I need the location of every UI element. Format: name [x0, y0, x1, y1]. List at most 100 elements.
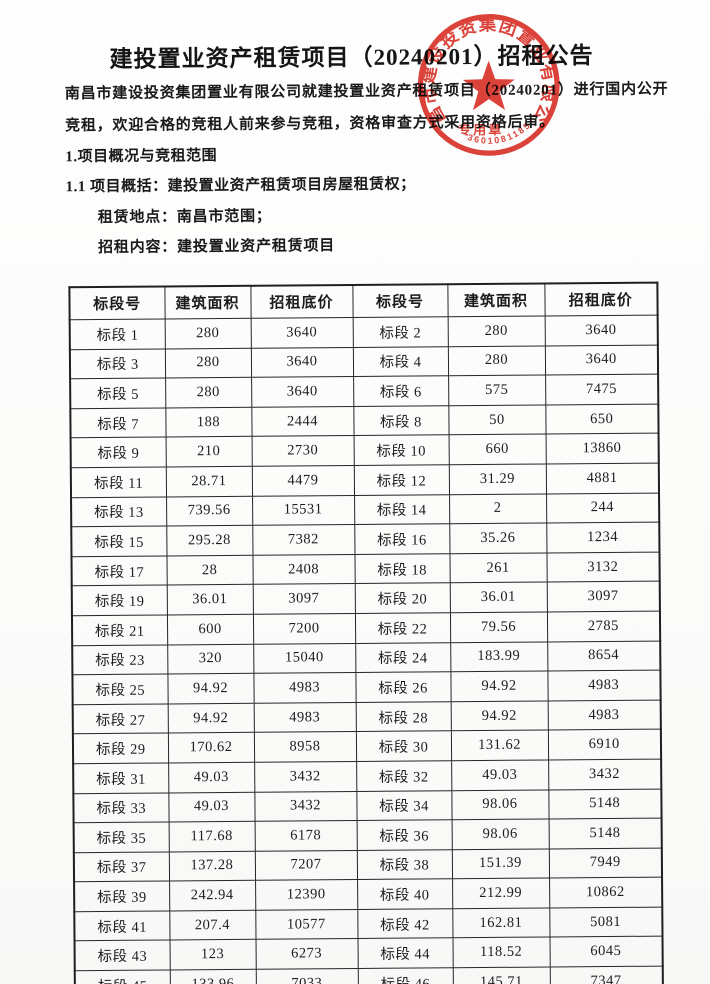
table-cell: 10577 — [255, 909, 358, 940]
table-cell: 3640 — [544, 344, 659, 376]
table-cell: 244 — [546, 492, 660, 524]
table-cell: 标段 10 — [353, 435, 449, 466]
table-cell: 137.28 — [168, 850, 256, 882]
table-cell: 49.03 — [451, 759, 549, 791]
table-cell: 3097 — [546, 581, 660, 612]
table-cell: 12390 — [255, 879, 358, 911]
table-cell: 94.92 — [450, 671, 548, 702]
table-cell: 170.62 — [167, 732, 255, 763]
table-cell: 标段 42 — [357, 908, 453, 939]
item-lease-content: 招租内容：建投置业资产租赁项目 — [98, 238, 336, 257]
table-row: 标段 43 123 6273 标段 44 118.52 6045 — [74, 936, 663, 971]
table-cell: 4983 — [253, 672, 356, 704]
table-cell: 118.52 — [452, 937, 550, 968]
intro-line-2: 竞租，欢迎合格的竞租人前来参与竞租，资格审查方式采用资格后审。 — [65, 114, 555, 135]
table-cell: 7033 — [255, 968, 358, 984]
table-cell: 28.71 — [165, 466, 253, 497]
table-cell: 8654 — [547, 640, 661, 672]
table-cell: 49.03 — [168, 762, 255, 793]
table-cell: 151.39 — [451, 848, 550, 880]
table-cell: 标段 6 — [353, 375, 449, 407]
rent-sections-table: 标段号 建筑面积 招租底价 标段号 建筑面积 招租底价 标段 1 280 3640 标段 2 28… — [68, 281, 664, 984]
table-cell: 261 — [449, 552, 547, 584]
table-cell: 标段 37 — [73, 851, 170, 882]
table-cell: 212.99 — [452, 878, 550, 909]
table-cell: 49.03 — [168, 791, 255, 823]
table-row: 标段 25 94.92 4983 标段 26 94.92 4983 — [72, 670, 661, 705]
table-cell: 标段 14 — [354, 494, 450, 525]
table-cell: 标段 36 — [356, 819, 452, 851]
table-cell: 7207 — [254, 850, 358, 881]
table-row: 标段 35 117.68 6178 标段 36 98.06 5148 — [73, 818, 662, 853]
table-cell: 123 — [169, 939, 256, 971]
table-cell: 6045 — [549, 936, 663, 968]
table-cell: 5148 — [548, 788, 662, 820]
table-cell: 650 — [545, 403, 659, 435]
table-cell: 280 — [447, 316, 545, 347]
table-cell: 标段 7 — [70, 407, 166, 439]
table-cell: 标段 23 — [72, 644, 168, 675]
table-cell: 标段 32 — [356, 760, 452, 791]
table-row: 标段 23 320 15040 标段 24 183.99 8654 — [72, 640, 661, 675]
table-cell: 3640 — [250, 347, 354, 378]
table-cell: 标段 21 — [71, 614, 168, 646]
table-row: 标段 29 170.62 8958 标段 30 131.62 6910 — [72, 729, 662, 764]
table-cell: 15531 — [252, 495, 355, 526]
table-cell: 标段 28 — [355, 701, 451, 732]
table-cell: 7949 — [548, 847, 663, 879]
table-cell: 8958 — [253, 731, 357, 763]
table-cell: 2785 — [546, 611, 661, 642]
table-cell: 2444 — [251, 406, 354, 437]
table-header-cell: 建筑面积 — [447, 283, 545, 317]
table-cell: 10862 — [549, 877, 663, 908]
table-cell: 标段 44 — [357, 938, 453, 969]
table-cell: 320 — [167, 643, 254, 675]
table-cell: 标段 19 — [71, 585, 167, 616]
table-cell: 117.68 — [168, 821, 255, 852]
table-cell: 6273 — [255, 938, 358, 970]
table-cell: 4881 — [545, 463, 660, 494]
table-cell: 50 — [448, 404, 546, 436]
page-title: 建投置业资产租赁项目（20240201）招租公告 — [109, 43, 594, 72]
table-cell: 36.01 — [449, 582, 547, 613]
table-cell: 280 — [164, 318, 251, 349]
table-cell: 7347 — [549, 966, 663, 984]
table-header: 标段号 建筑面积 招租底价 标段号 建筑面积 招租底价 — [69, 282, 658, 320]
table-cell: 标段 30 — [355, 731, 452, 762]
item-lease-location: 租赁地点：南昌市范围； — [97, 208, 272, 227]
table-cell: 28 — [166, 555, 253, 586]
table-cell: 7382 — [252, 524, 355, 556]
table-cell: 标段 35 — [73, 822, 169, 853]
table-row: 标段 37 137.28 7207 标段 38 151.39 7949 — [73, 847, 663, 882]
table-cell: 标段 38 — [356, 849, 453, 880]
table-cell: 标段 22 — [354, 612, 451, 644]
table-cell: 2730 — [251, 435, 354, 467]
table-header-cell: 招租底价 — [544, 282, 658, 317]
table-cell: 标段 18 — [354, 553, 450, 584]
table-cell: 6910 — [547, 729, 662, 760]
table-cell: 5148 — [548, 818, 662, 849]
table-row: 标段 1 280 3640 标段 2 280 3640 — [69, 315, 658, 350]
table-header-row: 标段号 建筑面积 招租底价 标段号 建筑面积 招租底价 — [69, 282, 658, 320]
table-cell: 标段 27 — [72, 703, 168, 735]
table-row: 标段 31 49.03 3432 标段 32 49.03 3432 — [73, 759, 662, 794]
table-cell: 3640 — [250, 317, 353, 348]
table-row: 标段 27 94.92 4983 标段 28 94.92 4983 — [72, 699, 661, 735]
table-cell: 295.28 — [166, 525, 253, 556]
table-row: 标段 13 739.56 15531 标段 14 2 244 — [71, 492, 660, 527]
table-cell: 3432 — [548, 759, 662, 790]
table-row: 标段 15 295.28 7382 标段 16 35.26 1234 — [71, 522, 660, 557]
table-row: 标段 19 36.01 3097 标段 20 36.01 3097 — [71, 581, 660, 616]
table-cell: 5081 — [549, 906, 663, 938]
table-cell: 标段 9 — [70, 437, 166, 468]
table-cell: 660 — [448, 434, 546, 465]
table-header-cell: 建筑面积 — [164, 285, 251, 319]
table-cell: 133.96 — [169, 969, 256, 984]
table-cell: 3097 — [252, 583, 355, 615]
table-cell: 3432 — [254, 790, 357, 822]
table-cell: 4479 — [251, 465, 355, 496]
table-cell: 280 — [165, 377, 252, 408]
table-cell: 标段 40 — [357, 879, 453, 910]
table-cell: 35.26 — [449, 523, 547, 554]
table-row: 标段 3 280 3640 标段 4 280 3640 — [69, 344, 659, 379]
